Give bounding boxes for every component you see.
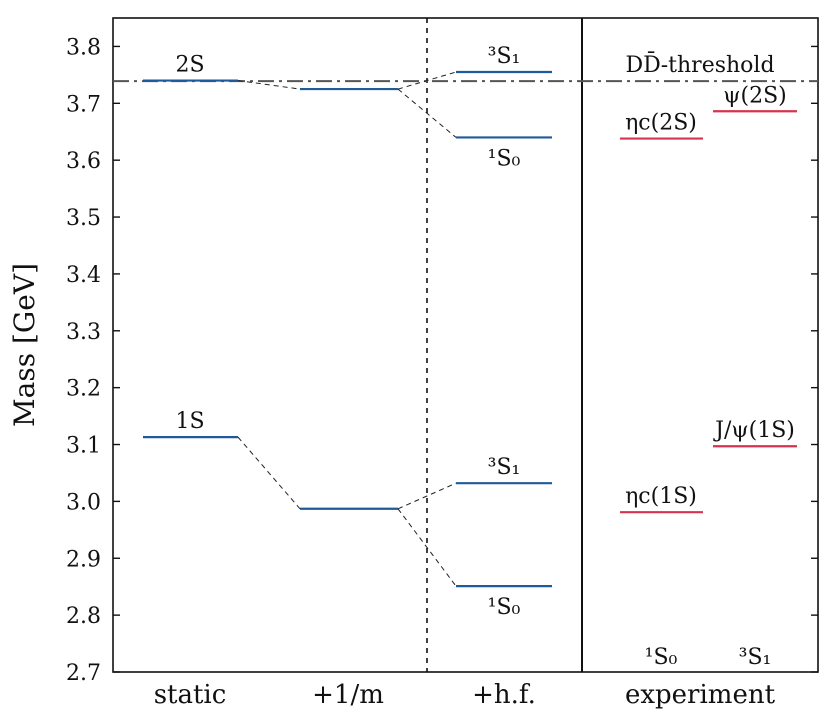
experiment-level-label: ηc(1S) [625,484,697,509]
level-connector [397,71,457,90]
y-tick-label: 3.6 [66,149,101,174]
y-tick-label: 3.1 [66,434,101,459]
theory-level-label: ³S₁ [488,455,521,480]
experiment-column-label: ¹S₀ [645,645,678,670]
y-tick-label: 3.8 [66,35,101,60]
theory-level-label: ¹S₀ [488,146,521,171]
x-category-label: +h.f. [472,680,536,710]
experiment-level-label: J/ψ(1S) [713,418,795,443]
y-tick-label: 2.9 [66,547,101,572]
level-connector [397,88,457,138]
x-category-label: static [154,680,227,710]
x-category-label: experiment [625,680,776,710]
y-tick-label: 3.2 [66,377,101,402]
y-tick-label: 2.7 [66,661,101,686]
y-axis-label: Mass [GeV] [8,263,41,427]
experiment-column-label: ³S₁ [739,645,772,670]
y-tick-label: 2.8 [66,604,101,629]
y-tick-label: 3.3 [66,320,101,345]
x-category-label: +1/m [312,680,384,710]
theory-level-label: 1S [175,409,204,434]
level-connector [237,80,301,90]
experiment-level-label: ψ(2S) [723,83,787,108]
theory-level-label: ¹S₀ [488,595,521,620]
plot-frame [112,17,819,673]
theory-level-label: ³S₁ [488,44,521,69]
theory-level-label: 2S [175,53,204,78]
level-connector [397,482,457,510]
level-connector [397,508,457,587]
y-tick-label: 3.4 [66,263,101,288]
threshold-label: DD̄-threshold [625,51,774,78]
y-tick-label: 3.0 [66,490,101,515]
level-connector [237,436,301,510]
y-tick-label: 3.5 [66,206,101,231]
experiment-level-label: ηc(2S) [625,111,697,136]
y-tick-label: 3.7 [66,92,101,117]
